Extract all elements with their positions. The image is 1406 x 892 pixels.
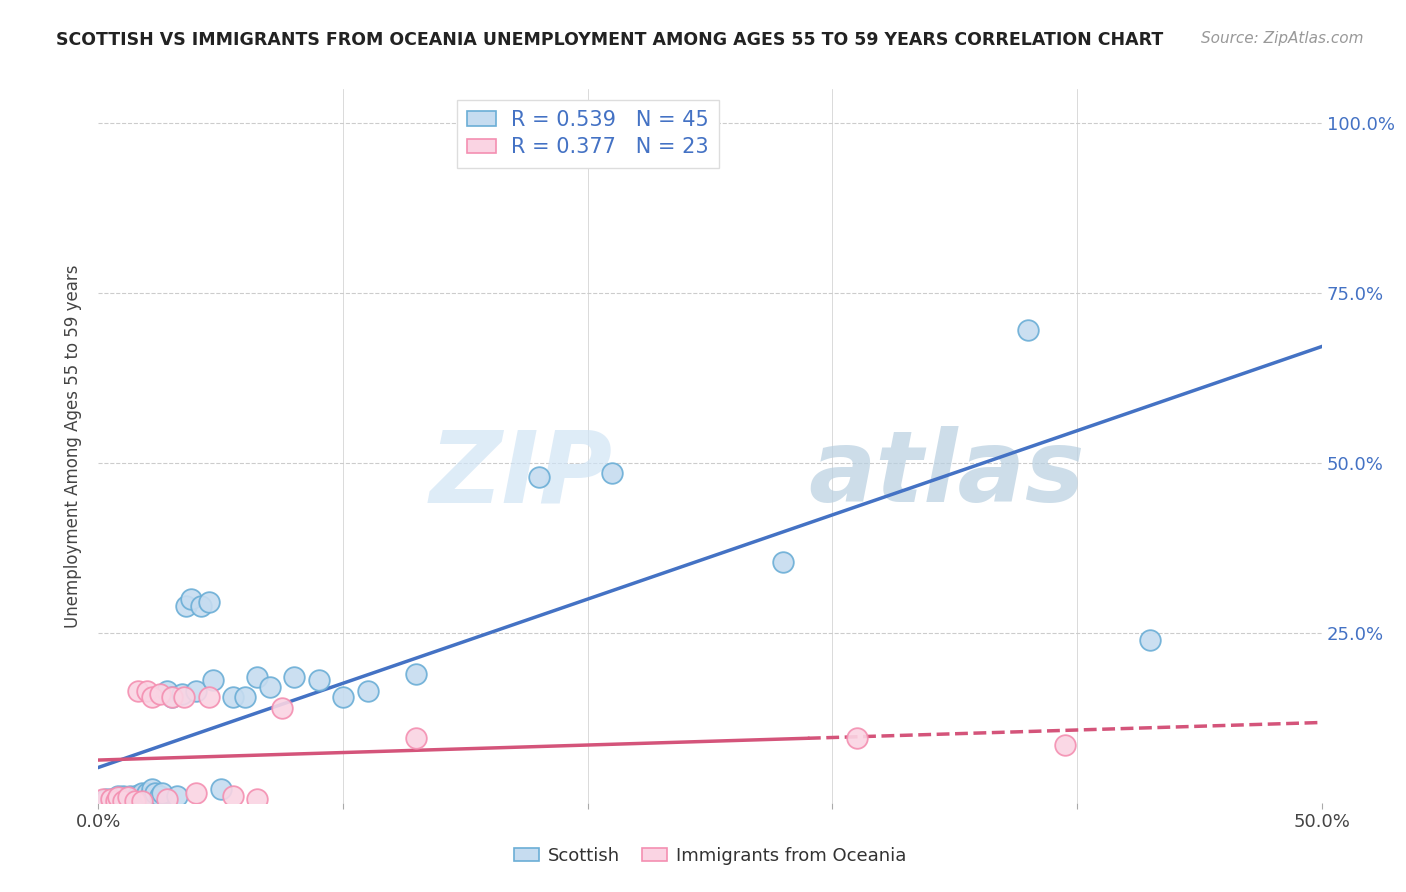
Point bbox=[136, 683, 159, 698]
Text: ZIP: ZIP bbox=[429, 426, 612, 523]
Point bbox=[141, 782, 163, 797]
Point bbox=[136, 786, 159, 800]
Point bbox=[124, 794, 146, 808]
Point bbox=[202, 673, 225, 688]
Point bbox=[1139, 632, 1161, 647]
Point bbox=[222, 789, 245, 803]
Point bbox=[246, 792, 269, 806]
Point bbox=[141, 690, 163, 705]
Point bbox=[332, 690, 354, 705]
Point bbox=[197, 690, 219, 705]
Point bbox=[1053, 738, 1076, 752]
Point bbox=[104, 792, 127, 806]
Point bbox=[527, 469, 550, 483]
Point bbox=[190, 599, 212, 613]
Point bbox=[1017, 323, 1039, 337]
Point bbox=[845, 731, 868, 746]
Point bbox=[111, 789, 134, 803]
Text: Source: ZipAtlas.com: Source: ZipAtlas.com bbox=[1201, 31, 1364, 46]
Point bbox=[107, 790, 129, 805]
Point bbox=[259, 680, 281, 694]
Point bbox=[139, 789, 162, 803]
Point bbox=[149, 687, 172, 701]
Point bbox=[117, 790, 139, 805]
Point bbox=[405, 731, 427, 746]
Point bbox=[111, 792, 134, 806]
Point bbox=[156, 683, 179, 698]
Point bbox=[166, 789, 188, 803]
Point bbox=[186, 683, 208, 698]
Point bbox=[129, 789, 152, 803]
Text: atlas: atlas bbox=[808, 426, 1084, 523]
Point bbox=[127, 683, 149, 698]
Point bbox=[143, 786, 166, 800]
Point bbox=[170, 687, 193, 701]
Point bbox=[772, 555, 794, 569]
Point bbox=[131, 786, 153, 800]
Point bbox=[127, 788, 149, 802]
Point bbox=[233, 690, 256, 705]
Point bbox=[270, 700, 294, 714]
Point bbox=[107, 789, 129, 803]
Point bbox=[136, 792, 159, 806]
Point bbox=[186, 786, 208, 800]
Point bbox=[131, 794, 153, 808]
Point bbox=[100, 792, 122, 806]
Point bbox=[134, 790, 156, 805]
Point bbox=[104, 794, 127, 808]
Point bbox=[197, 595, 219, 609]
Point bbox=[94, 792, 117, 806]
Point bbox=[149, 789, 172, 803]
Point bbox=[117, 790, 139, 805]
Legend: Scottish, Immigrants from Oceania: Scottish, Immigrants from Oceania bbox=[506, 840, 914, 872]
Y-axis label: Unemployment Among Ages 55 to 59 years: Unemployment Among Ages 55 to 59 years bbox=[65, 264, 83, 628]
Point bbox=[283, 670, 305, 684]
Point bbox=[176, 599, 198, 613]
Point bbox=[160, 690, 183, 705]
Point bbox=[120, 789, 142, 803]
Point bbox=[124, 792, 146, 806]
Point bbox=[246, 670, 269, 684]
Point bbox=[160, 690, 183, 705]
Point bbox=[308, 673, 330, 688]
Point bbox=[173, 690, 195, 705]
Point bbox=[209, 782, 232, 797]
Point bbox=[600, 466, 623, 480]
Point bbox=[150, 786, 173, 800]
Text: SCOTTISH VS IMMIGRANTS FROM OCEANIA UNEMPLOYMENT AMONG AGES 55 TO 59 YEARS CORRE: SCOTTISH VS IMMIGRANTS FROM OCEANIA UNEM… bbox=[56, 31, 1164, 49]
Point bbox=[156, 792, 179, 806]
Point bbox=[180, 591, 202, 606]
Point bbox=[91, 792, 114, 806]
Point bbox=[356, 683, 378, 698]
Point bbox=[405, 666, 427, 681]
Point bbox=[111, 794, 134, 808]
Point bbox=[100, 792, 122, 806]
Point bbox=[222, 690, 245, 705]
